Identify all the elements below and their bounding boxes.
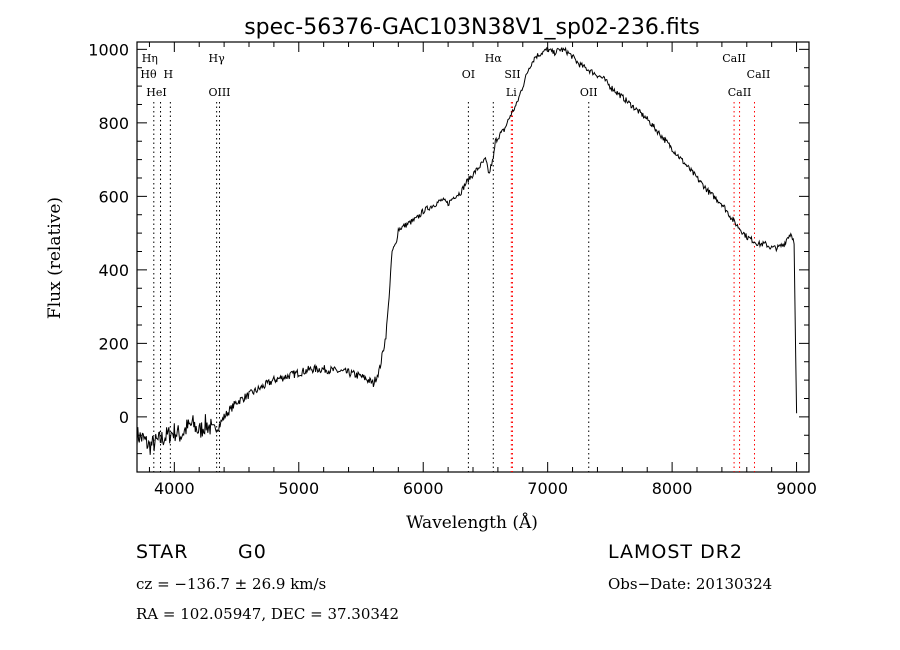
x-tick-label: 5000	[278, 479, 319, 498]
spectrum-line	[136, 46, 798, 455]
x-tick-label: 6000	[403, 479, 444, 498]
spectral-line-label: CaII	[722, 52, 746, 65]
x-tick-label: 7000	[527, 479, 568, 498]
coordinates: RA = 102.05947, DEC = 37.30342	[136, 605, 400, 623]
y-tick-label: 0	[119, 408, 129, 427]
redshift-value: cz = −136.7 ± 26.9 km/s	[136, 575, 327, 593]
spectral-line-label: OI	[462, 68, 475, 81]
spectral-line-label: Li	[506, 86, 517, 99]
spectral-line-label: CaII	[728, 86, 752, 99]
spectral-line-label: OII	[580, 86, 598, 99]
spectral-line-label: Hθ	[140, 68, 157, 81]
plot-frame	[136, 41, 810, 473]
spectral-line-label: H	[164, 68, 174, 81]
spectral-line-markers	[153, 102, 755, 472]
axis-tick-labels: 4000 5000 6000 7000 8000 9000 0 200 400 600 800 100…	[88, 40, 817, 498]
y-axis-label: Flux (relative)	[45, 197, 65, 319]
x-tick-label: 9000	[776, 479, 817, 498]
object-class: STAR	[136, 541, 189, 563]
spectral-line-label: SII	[504, 68, 520, 81]
spectral-line-label: CaII	[747, 68, 771, 81]
spectral-line-label: Hη	[142, 52, 158, 65]
survey-name: LAMOST DR2	[608, 541, 743, 563]
spectral-line-label: HeI	[146, 86, 166, 99]
spectral-line-label: OIII	[208, 86, 230, 99]
chart-title: spec-56376-GAC103N38V1_sp02-236.fits	[244, 15, 700, 40]
y-tick-label: 800	[98, 114, 129, 133]
x-axis-label: Wavelength (Å)	[406, 512, 538, 533]
object-subclass: G0	[238, 541, 267, 563]
y-tick-label: 1000	[88, 40, 129, 59]
y-tick-label: 600	[98, 187, 129, 206]
x-tick-label: 8000	[652, 479, 693, 498]
observation-date: Obs−Date: 20130324	[608, 575, 773, 593]
y-tick-label: 400	[98, 261, 129, 280]
spectral-line-label: Hα	[485, 52, 503, 65]
x-tick-label: 4000	[154, 479, 195, 498]
spectral-line-label: Hγ	[209, 52, 226, 65]
axis-ticks	[137, 42, 809, 472]
y-tick-label: 200	[98, 334, 129, 353]
